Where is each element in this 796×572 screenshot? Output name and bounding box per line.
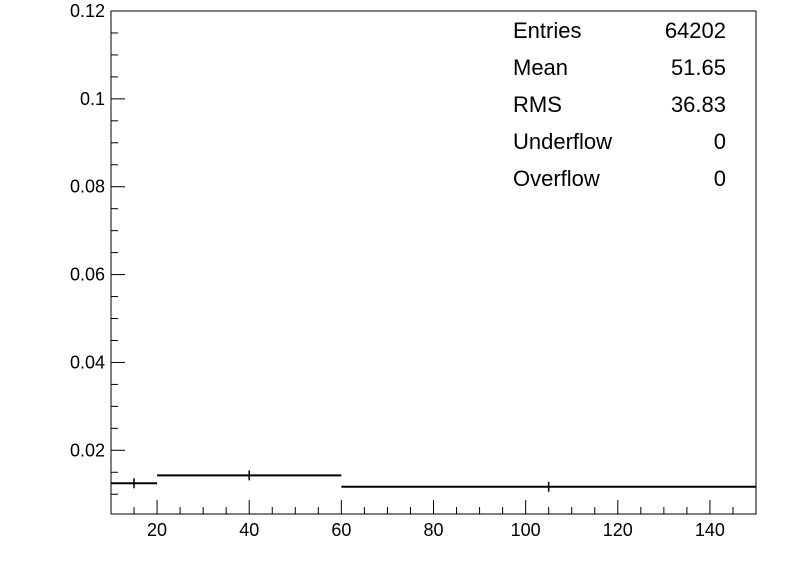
y-tick-label: 0.1 xyxy=(80,89,105,109)
stats-label: Underflow xyxy=(513,129,612,154)
y-tick-label: 0.12 xyxy=(70,1,105,21)
histogram-bins xyxy=(111,470,756,492)
x-tick-label: 40 xyxy=(239,520,259,540)
stats-value: 0 xyxy=(714,129,726,154)
x-tick-label: 100 xyxy=(511,520,541,540)
stats-label: Entries xyxy=(513,18,581,43)
x-tick-label: 60 xyxy=(331,520,351,540)
y-axis: 0.02 0.04 0.06 0.08 0.1 0.12 xyxy=(70,1,125,495)
stats-box: Entries 64202 Mean 51.65 RMS 36.83 Underflow 0 O… xyxy=(513,18,726,191)
y-tick-label: 0.04 xyxy=(70,352,105,372)
y-tick-label: 0.02 xyxy=(70,440,105,460)
stats-label: Mean xyxy=(513,55,568,80)
y-tick-label: 0.06 xyxy=(70,265,105,285)
stats-value: 51.65 xyxy=(671,55,726,80)
stats-value: 0 xyxy=(714,166,726,191)
x-tick-label: 80 xyxy=(423,520,443,540)
plot-frame xyxy=(110,10,757,515)
x-tick-label: 20 xyxy=(147,520,167,540)
x-axis: 20 40 60 80 100 120 140 xyxy=(110,500,757,540)
x-tick-label: 140 xyxy=(695,520,725,540)
x-tick-label: 120 xyxy=(603,520,633,540)
stats-value: 64202 xyxy=(665,18,726,43)
stats-label: RMS xyxy=(513,92,562,117)
stats-value: 36.83 xyxy=(671,92,726,117)
stats-label: Overflow xyxy=(513,166,600,191)
y-tick-label: 0.08 xyxy=(70,177,105,197)
